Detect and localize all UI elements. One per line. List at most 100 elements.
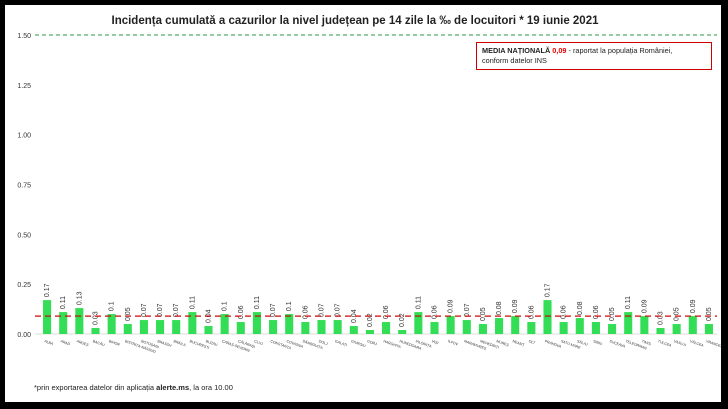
bar <box>188 312 197 334</box>
x-tick-label: CLUJ <box>254 339 264 346</box>
x-tick-label: VRANCEA <box>706 339 721 349</box>
bar-value-label: 0.17 <box>44 283 51 297</box>
bar <box>75 308 84 334</box>
x-tick-label: DOLJ <box>318 339 328 346</box>
x-tick-label: HUNEDOARA <box>399 339 423 351</box>
footnote-app-name: alerte.ms <box>156 383 190 392</box>
bar <box>252 312 261 334</box>
national-average-suffix: - raportat la populația României, <box>566 46 673 55</box>
bar <box>543 300 552 334</box>
y-tick-label: 1.25 <box>17 83 31 90</box>
bar <box>624 312 633 334</box>
bar <box>59 312 68 334</box>
national-average-box: MEDIA NAȚIONALĂ 0,09 - raportat la popul… <box>476 42 712 70</box>
x-tick-label: GIURGIU <box>350 339 366 348</box>
bar-value-label: 0.07 <box>319 303 326 317</box>
bar-value-label: 0.06 <box>383 305 390 319</box>
x-tick-label: TELEORMAN <box>625 339 648 351</box>
y-tick-label: 0.00 <box>17 332 31 339</box>
x-tick-label: MEHEDINȚI <box>480 339 500 350</box>
x-tick-label: ILFOV <box>447 339 459 347</box>
bar-value-label: 0.03 <box>93 311 100 325</box>
x-tick-label: BOTOȘANI <box>141 339 160 349</box>
bar <box>704 324 713 334</box>
bar <box>462 320 471 334</box>
bar-value-label: 0.07 <box>335 303 342 317</box>
x-tick-label: DÂMBOVIȚA <box>302 339 324 350</box>
bar <box>139 320 148 334</box>
x-tick-label: COVASNA <box>286 339 304 349</box>
bar-value-label: 0.11 <box>625 296 632 309</box>
bar-value-label: 0.06 <box>593 305 600 319</box>
bar-value-label: 0.06 <box>528 305 535 319</box>
x-tick-label: TIMIȘ <box>641 339 652 346</box>
x-tick-label: MARAMUREȘ <box>463 339 487 351</box>
footnote-prefix: *prin exportarea datelor din aplicația <box>34 383 157 392</box>
x-tick-label: MUREȘ <box>496 339 510 347</box>
x-tick-label: OLT <box>528 339 536 345</box>
bar-value-label: 0.17 <box>545 283 552 297</box>
bar <box>640 316 649 334</box>
bar-value-label: 0.02 <box>399 313 406 327</box>
x-tick-label: GALAȚI <box>334 339 347 347</box>
bar-value-label: 0.09 <box>512 299 519 313</box>
bar-value-label: 0.07 <box>270 303 277 317</box>
bar <box>672 324 681 334</box>
x-tick-label: ALBA <box>44 339 55 346</box>
bar <box>478 324 487 334</box>
bar-value-label: 0.08 <box>496 301 503 315</box>
bar-value-label: 0.07 <box>157 303 164 317</box>
x-tick-label: BACĂU <box>92 339 105 347</box>
bar-value-label: 0.06 <box>238 305 245 319</box>
bar <box>446 316 455 334</box>
x-tick-label: BUCUREȘTI <box>189 339 210 350</box>
bar-value-label: 0.11 <box>415 296 422 309</box>
x-tick-label: VASLUI <box>673 339 686 347</box>
x-tick-label: ARGEȘ <box>76 339 90 347</box>
bar <box>656 328 665 334</box>
bar <box>107 314 116 334</box>
bar-chart: 0.00 0.25 0.50 0.75 1.00 1.25 1.50 0.17 ALBA 0.11… <box>17 33 721 354</box>
national-average-label: MEDIA NAȚIONALĂ <box>482 46 551 55</box>
bar-value-label: 0.11 <box>254 296 261 309</box>
bar <box>317 320 326 334</box>
x-tick-label: SĂLAJ <box>576 339 588 347</box>
bar-value-label: 0.1 <box>286 301 293 311</box>
bar <box>495 318 504 334</box>
bar-value-label: 0.05 <box>125 307 132 321</box>
y-tick-label: 0.50 <box>17 232 31 239</box>
x-tick-label: VÂLCEA <box>689 339 704 348</box>
bar-value-label: 0.1 <box>222 301 229 311</box>
bar-value-label: 0.04 <box>351 309 358 323</box>
bar-value-label: 0.11 <box>189 296 196 309</box>
bar <box>204 326 213 334</box>
bar <box>591 322 600 334</box>
y-tick-label: 0.75 <box>17 183 31 190</box>
bar <box>285 314 294 334</box>
footnote-suffix: , la ora 10.00 <box>189 383 233 392</box>
bar-value-label: 0.07 <box>141 303 148 317</box>
x-tick-label: IALOMIȚA <box>415 339 433 349</box>
bar <box>511 316 520 334</box>
bar <box>527 322 536 334</box>
bar <box>123 324 132 334</box>
x-tick-label: GORJ <box>367 339 378 346</box>
y-tick-label: 1.00 <box>17 133 31 140</box>
x-tick-label: SUCEAVA <box>609 339 627 349</box>
chart-frame: Incidența cumulată a cazurilor la nivel … <box>3 3 723 404</box>
footnote: *prin exportarea datelor din aplicația a… <box>34 383 233 392</box>
bar-value-label: 0.05 <box>706 307 713 321</box>
x-tick-label: PRAHOVA <box>544 339 562 349</box>
bar <box>382 322 391 334</box>
x-tick-label: BIHOR <box>108 339 120 347</box>
bar <box>220 314 229 334</box>
bar <box>269 320 278 334</box>
bar-value-label: 0.11 <box>60 296 67 309</box>
bar <box>301 322 310 334</box>
bar <box>575 318 584 334</box>
bar-value-label: 0.06 <box>302 305 309 319</box>
bar-value-label: 0.09 <box>641 299 648 313</box>
bar-value-label: 0.08 <box>577 301 584 315</box>
bar-value-label: 0.13 <box>76 291 83 305</box>
x-tick-label: SIBIU <box>593 339 604 346</box>
